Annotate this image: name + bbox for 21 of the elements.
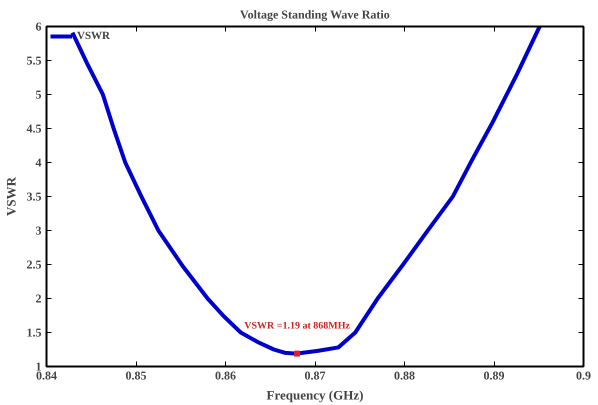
y-tick-label: 2 <box>36 292 42 306</box>
y-tick-label: 5 <box>36 88 42 102</box>
chart-title: Voltage Standing Wave Ratio <box>240 8 390 22</box>
y-tick-label: 5.5 <box>26 54 42 68</box>
y-tick-label: 4 <box>36 156 42 170</box>
y-tick-label: 1.5 <box>26 326 42 340</box>
y-tick-label: 6 <box>36 20 42 34</box>
y-tick-label: 3.5 <box>26 190 42 204</box>
x-tick-label: 0.88 <box>394 368 415 382</box>
x-tick-label: 0.86 <box>215 368 236 382</box>
y-tick-label: 2.5 <box>26 258 42 272</box>
x-tick-label: 0.87 <box>304 368 326 382</box>
y-tick-label: 4.5 <box>26 122 42 136</box>
annotation: VSWR =1.19 at 868MHz <box>244 320 351 332</box>
x-tick-label: 0.9 <box>576 368 591 382</box>
x-tick-label: 0.85 <box>126 368 146 382</box>
y-tick-label: 3 <box>36 224 42 238</box>
legend-label: VSWR <box>77 30 110 42</box>
y-axis-title: VSWR <box>4 176 18 216</box>
x-tick-label: 0.89 <box>484 368 504 382</box>
x-axis-title: Frequency (GHz) <box>266 388 364 402</box>
